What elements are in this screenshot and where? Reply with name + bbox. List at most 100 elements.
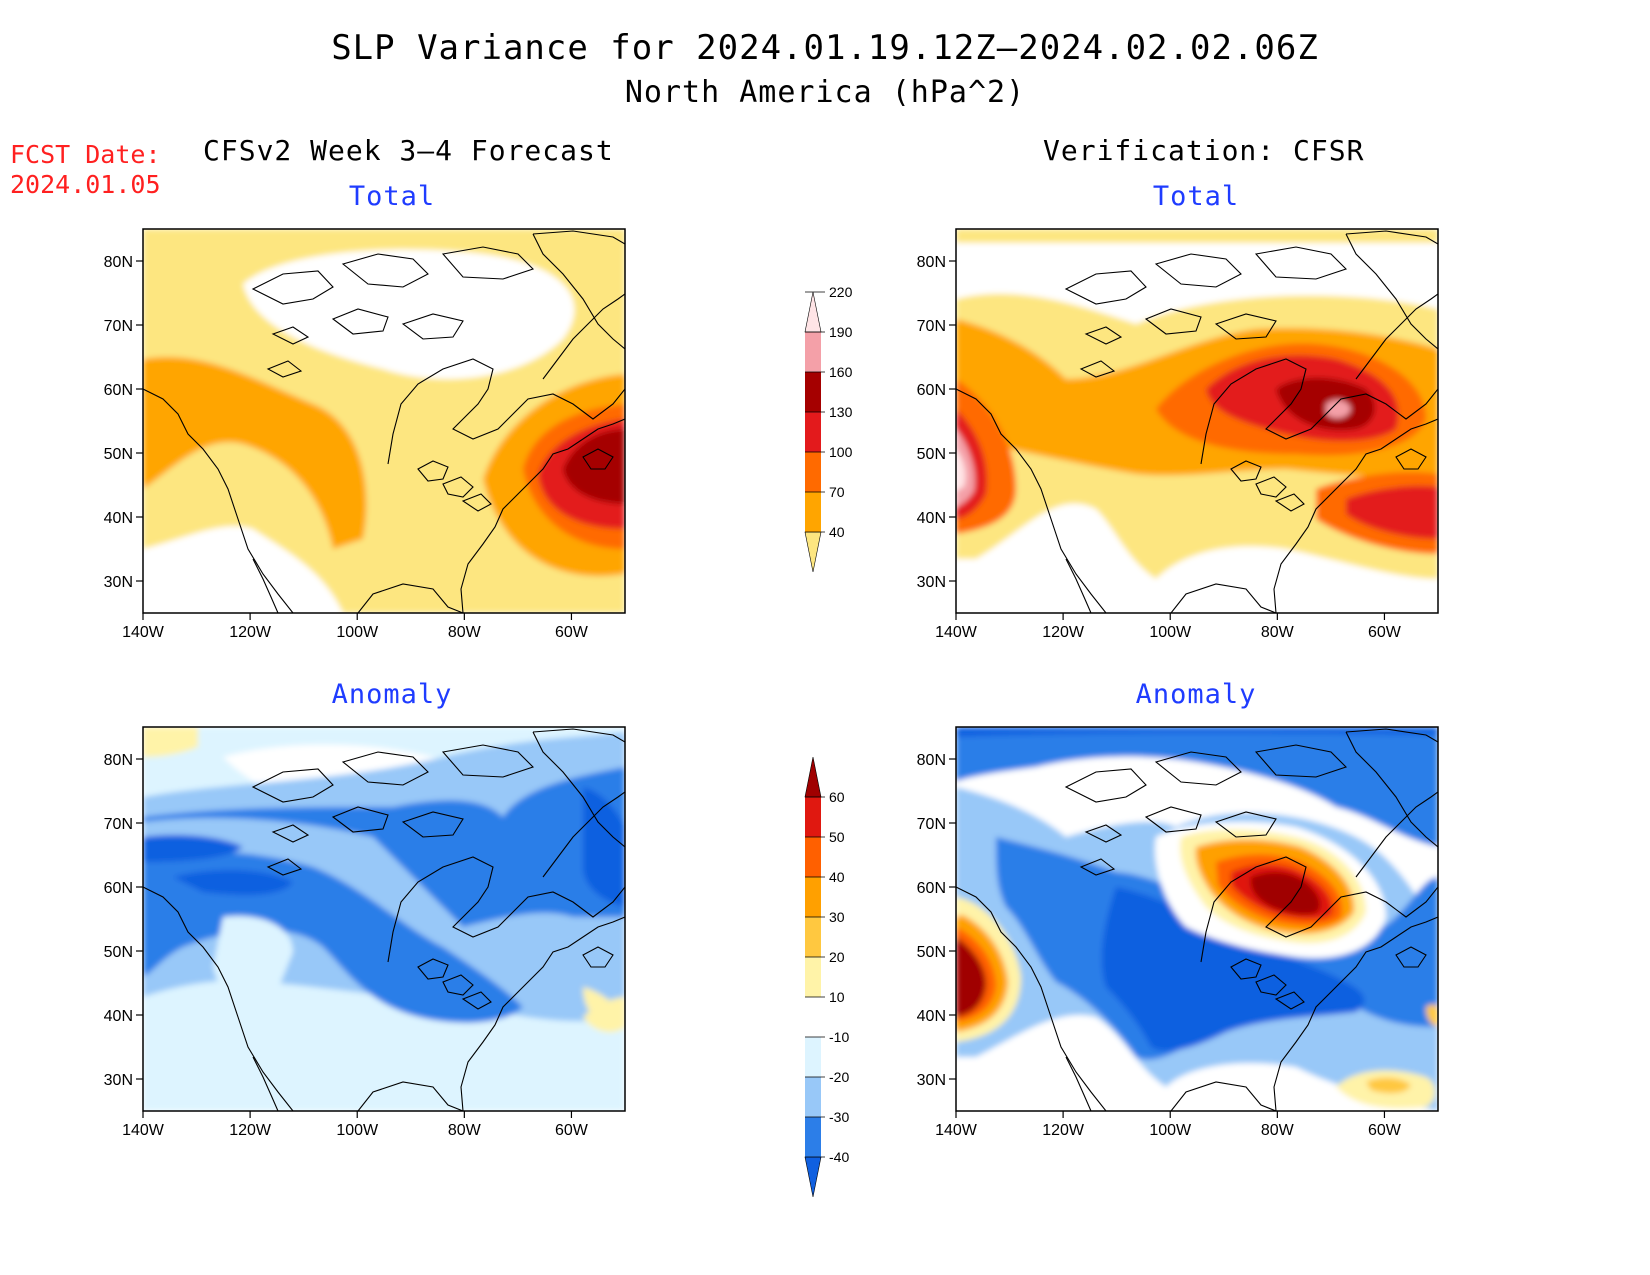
colorbar-label: -30 xyxy=(829,1109,849,1125)
lon-tick-label: 120W xyxy=(229,624,272,641)
colorbar-cell xyxy=(805,877,821,917)
anomaly-colorbar: -40 -30 -20 -10 10 20 30 40 50 60 xyxy=(804,756,849,1198)
colorbar-label: 190 xyxy=(829,324,853,340)
lat-tick-label: 60N xyxy=(917,382,946,399)
fcst-date-block: FCST Date: 2024.01.05 xyxy=(10,140,161,200)
lon-tick-label: 80W xyxy=(1261,1122,1295,1139)
lat-tick-label: 50N xyxy=(917,944,946,961)
map-axes: 80N 70N 60N 50N 40N 30N 140W 120W 100W 80W 60W 80N 7… xyxy=(104,254,1402,1139)
lat-tick-label: 40N xyxy=(917,1008,946,1025)
lat-tick-label: 50N xyxy=(104,944,133,961)
colorbar-label: 130 xyxy=(829,404,853,420)
lat-tick-label: 60N xyxy=(104,382,133,399)
colorbar-cell xyxy=(805,917,821,957)
frame-top-right xyxy=(955,228,1439,614)
lat-tick-label: 30N xyxy=(104,574,133,591)
colorbar-label: 20 xyxy=(829,949,845,965)
colorbar-label: 40 xyxy=(829,869,845,885)
frame-bottom-right xyxy=(955,726,1439,1112)
colorbar-label: 160 xyxy=(829,364,853,380)
fcst-date-value: 2024.01.05 xyxy=(10,170,161,199)
panel-title-bottom-left: Anomaly xyxy=(331,679,453,710)
panel-title-bottom-right: Anomaly xyxy=(1135,679,1257,710)
left-column-title: CFSv2 Week 3—4 Forecast xyxy=(203,134,614,167)
lat-tick-label: 50N xyxy=(104,446,133,463)
colorbar-label: 100 xyxy=(829,444,853,460)
lat-tick-label: 80N xyxy=(917,254,946,271)
colorbar-cell xyxy=(805,332,821,372)
lon-tick-label: 80W xyxy=(448,1122,482,1139)
lon-tick-label: 140W xyxy=(122,1122,165,1139)
lat-tick-label: 60N xyxy=(104,880,133,897)
panel-title-top-left: Total xyxy=(348,181,436,212)
colorbar-label: -40 xyxy=(829,1149,849,1165)
lat-tick-label: 40N xyxy=(104,510,133,527)
colorbar-cell xyxy=(805,797,821,837)
lon-tick-label: 100W xyxy=(336,624,379,641)
lon-tick-label: 60W xyxy=(555,624,589,641)
lat-tick-label: 80N xyxy=(917,752,946,769)
lat-tick-label: 40N xyxy=(917,510,946,527)
colorbar-cell xyxy=(805,372,821,412)
right-column-title: Verification: CFSR xyxy=(1043,134,1365,167)
colorbar-cell xyxy=(805,492,821,532)
colorbar-cell xyxy=(804,756,822,798)
lat-tick-label: 80N xyxy=(104,752,133,769)
panel-title-top-right: Total xyxy=(1152,181,1240,212)
colorbar-label: -10 xyxy=(829,1029,849,1045)
lon-tick-label: 60W xyxy=(1368,1122,1402,1139)
lat-tick-label: 30N xyxy=(917,1072,946,1089)
colorbar-cell xyxy=(805,837,821,877)
colorbar-label: 220 xyxy=(829,284,853,300)
colorbar-cell xyxy=(804,531,822,573)
colorbar-label: 50 xyxy=(829,829,845,845)
total-colorbar: 40 70 100 130 160 190 220 xyxy=(804,284,853,573)
lat-tick-label: 70N xyxy=(917,318,946,335)
lon-tick-label: 140W xyxy=(935,1122,978,1139)
frame-top-left xyxy=(142,228,626,614)
lon-tick-label: 80W xyxy=(1261,624,1295,641)
lon-tick-label: 80W xyxy=(448,624,482,641)
colorbar-label: 60 xyxy=(829,789,845,805)
lat-tick-label: 40N xyxy=(104,1008,133,1025)
verification-anomaly-map xyxy=(956,727,1438,1111)
colorbar-cell xyxy=(805,997,821,1037)
main-title: SLP Variance for 2024.01.19.12Z—2024.02.… xyxy=(331,28,1319,68)
colorbar-cell xyxy=(805,1117,821,1157)
colorbar-cell xyxy=(805,957,821,997)
lat-tick-label: 80N xyxy=(104,254,133,271)
lon-tick-label: 120W xyxy=(1042,624,1085,641)
colorbar-label: 30 xyxy=(829,909,845,925)
frame-bottom-left xyxy=(142,726,626,1112)
fcst-date-label: FCST Date: xyxy=(10,140,161,169)
lat-tick-label: 50N xyxy=(917,446,946,463)
lat-tick-label: 70N xyxy=(104,318,133,335)
lat-tick-label: 30N xyxy=(917,574,946,591)
lon-tick-label: 140W xyxy=(935,624,978,641)
colorbar-cell xyxy=(805,1077,821,1117)
colorbar-cell xyxy=(805,412,821,452)
lat-tick-label: 30N xyxy=(104,1072,133,1089)
lon-tick-label: 120W xyxy=(1042,1122,1085,1139)
verification-total-map xyxy=(956,229,1438,613)
lon-tick-label: 100W xyxy=(1149,624,1192,641)
lon-tick-label: 120W xyxy=(229,1122,272,1139)
forecast-total-map xyxy=(143,229,625,613)
lat-tick-label: 70N xyxy=(104,816,133,833)
lon-tick-label: 100W xyxy=(1149,1122,1192,1139)
colorbar-cell xyxy=(805,1037,821,1077)
colorbar-label: 40 xyxy=(829,524,845,540)
colorbar-label: -20 xyxy=(829,1069,849,1085)
lon-tick-label: 140W xyxy=(122,624,165,641)
colorbar-label: 10 xyxy=(829,989,845,1005)
colorbar-cell xyxy=(804,1156,822,1198)
colorbar-label: 70 xyxy=(829,484,845,500)
colorbar-cell xyxy=(804,291,822,333)
lat-tick-label: 70N xyxy=(917,816,946,833)
lon-tick-label: 100W xyxy=(336,1122,379,1139)
lat-tick-label: 60N xyxy=(917,880,946,897)
forecast-anomaly-map xyxy=(143,727,625,1111)
lon-tick-label: 60W xyxy=(555,1122,589,1139)
lon-tick-label: 60W xyxy=(1368,624,1402,641)
